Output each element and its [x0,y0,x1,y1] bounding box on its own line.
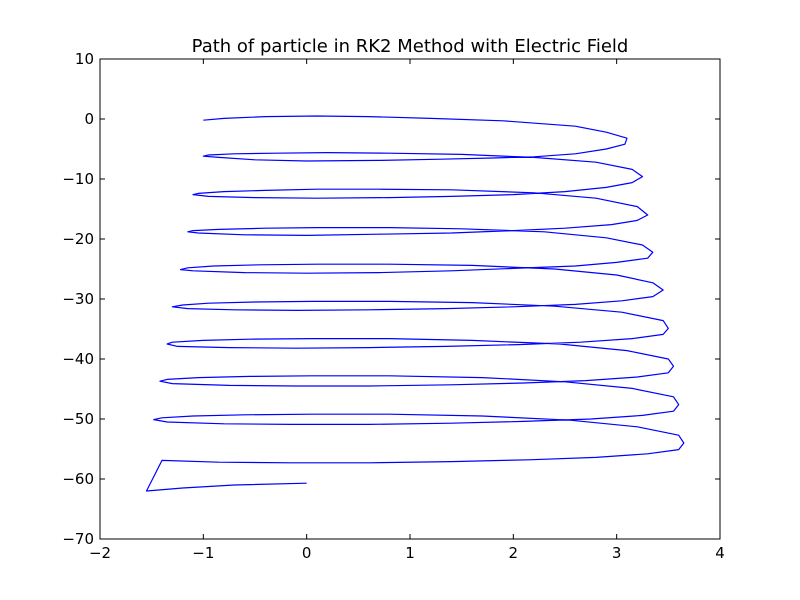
x-tick-label: −1 [192,544,214,562]
y-tick-label: 0 [84,110,94,128]
y-tick-label: −30 [62,290,94,308]
x-tick-label: 0 [302,544,312,562]
y-tick-label: −20 [62,230,94,248]
y-tick-label: −60 [62,470,94,488]
y-tick-label: −50 [62,410,94,428]
x-tick-label: 4 [715,544,725,562]
plot-area [145,115,685,492]
x-tick-label: 3 [612,544,622,562]
chart-title: Path of particle in RK2 Method with Elec… [192,36,629,57]
series-line-0 [145,115,685,492]
x-tick-label: −2 [89,544,111,562]
y-tick-label: −40 [62,350,94,368]
y-tick-label: −10 [62,170,94,188]
y-tick-label: −70 [62,530,94,548]
y-tick-label: 10 [75,50,94,68]
x-tick-label: 2 [509,544,519,562]
plot-frame [99,58,721,540]
x-tick-label: 1 [405,544,415,562]
